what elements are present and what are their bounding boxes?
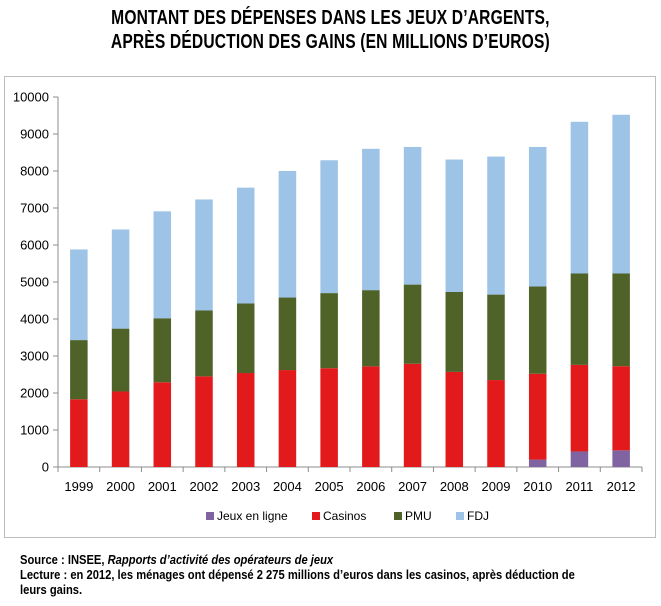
- bar-fdj: [278, 171, 297, 298]
- x-tick-label: 2012: [607, 479, 636, 494]
- x-tick-label: 1999: [64, 479, 93, 494]
- bar-fdj: [70, 249, 88, 341]
- x-tick-label: 2004: [273, 479, 302, 494]
- x-tick-label: 2003: [231, 479, 260, 494]
- y-tick-label: 5000: [20, 275, 49, 290]
- x-tick-label: 2007: [398, 479, 427, 494]
- bar-fdj: [362, 148, 380, 291]
- bar-pmu: [70, 340, 88, 400]
- x-tick-label: 2009: [482, 479, 511, 494]
- footer-notes: Source : INSEE, Rapports d’activité des …: [20, 552, 639, 597]
- bar-jeux-en-ligne: [570, 451, 589, 467]
- legend-swatch: [312, 512, 320, 520]
- lecture-line-1: Lecture : en 2012, les ménages ont dépen…: [20, 567, 575, 582]
- x-tick-label: 2011: [565, 479, 593, 494]
- bar-pmu: [403, 284, 422, 364]
- y-tick-label: 1000: [20, 423, 49, 438]
- bar-pmu: [320, 293, 338, 369]
- x-tick-label: 2000: [106, 479, 135, 494]
- bar-casinos: [70, 399, 88, 467]
- legend-swatch: [394, 512, 402, 520]
- chart-title-line2: APRÈS DÉDUCTION DES GAINS (EN MILLIONS D…: [110, 31, 550, 53]
- bar-casinos: [362, 366, 380, 467]
- chart-title: MONTANT DES DÉPENSES DANS LES JEUX D’ARG…: [73, 6, 589, 54]
- bar-casinos: [236, 373, 255, 467]
- bar-fdj: [487, 156, 505, 295]
- bar-fdj: [153, 211, 172, 319]
- x-tick-label: 2005: [315, 479, 344, 494]
- x-tick-label: 2010: [523, 479, 552, 494]
- bar-fdj: [612, 114, 630, 274]
- bar-jeux-en-ligne: [528, 459, 547, 467]
- bar-pmu: [612, 273, 630, 367]
- y-tick-label: 0: [42, 460, 49, 475]
- bar-casinos: [403, 363, 422, 467]
- bar-pmu: [111, 328, 130, 392]
- bar-casinos: [445, 371, 464, 467]
- bar-pmu: [236, 303, 255, 374]
- source-label: Source : INSEE,: [20, 552, 108, 567]
- legend-swatch: [206, 512, 214, 520]
- bar-fdj: [445, 159, 464, 292]
- legend-swatch: [456, 512, 464, 520]
- x-tick-label: 2001: [148, 479, 177, 494]
- y-tick-label: 3000: [20, 349, 49, 364]
- legend-label: FDJ: [467, 509, 489, 523]
- bar-casinos: [153, 382, 172, 467]
- bar-casinos: [487, 380, 505, 467]
- bar-casinos: [195, 376, 213, 467]
- bar-pmu: [445, 291, 464, 372]
- bar-pmu: [195, 310, 213, 377]
- lecture-line-2: leurs gains.: [20, 582, 83, 597]
- bar-casinos: [528, 373, 547, 460]
- y-tick-label: 8000: [20, 164, 49, 179]
- legend-label: Jeux en ligne: [217, 509, 288, 523]
- bar-jeux-en-ligne: [612, 450, 630, 467]
- bar-pmu: [487, 294, 505, 381]
- source-title: Rapports d’activité des opérateurs de je…: [107, 552, 334, 567]
- bar-fdj: [403, 146, 422, 285]
- bar-fdj: [528, 146, 547, 287]
- x-tick-label: 2008: [440, 479, 469, 494]
- bar-fdj: [236, 187, 255, 304]
- bar-fdj: [320, 160, 338, 294]
- y-tick-label: 7000: [20, 201, 49, 216]
- x-tick-label: 2006: [356, 479, 385, 494]
- bar-casinos: [570, 364, 589, 452]
- bar-pmu: [153, 318, 172, 383]
- y-tick-label: 9000: [20, 127, 49, 142]
- y-tick-label: 4000: [20, 312, 49, 327]
- y-tick-label: 6000: [20, 238, 49, 253]
- bar-pmu: [278, 297, 297, 371]
- y-tick-label: 2000: [20, 386, 49, 401]
- y-tick-label: 10000: [13, 90, 49, 105]
- bar-pmu: [570, 273, 589, 365]
- bar-fdj: [570, 121, 589, 274]
- bar-casinos: [320, 368, 338, 467]
- bar-fdj: [195, 199, 213, 311]
- x-tick-label: 2002: [190, 479, 219, 494]
- bar-casinos: [612, 366, 630, 451]
- legend-label: Casinos: [323, 509, 366, 523]
- bar-fdj: [111, 229, 130, 329]
- bar-casinos: [278, 370, 297, 467]
- bar-pmu: [528, 286, 547, 374]
- legend-label: PMU: [405, 509, 432, 523]
- bar-casinos: [111, 391, 130, 467]
- source-line: Source : INSEE, Rapports d’activité des …: [20, 552, 639, 567]
- chart-title-line1: MONTANT DES DÉPENSES DANS LES JEUX D’ARG…: [111, 7, 550, 29]
- bar-pmu: [362, 290, 380, 367]
